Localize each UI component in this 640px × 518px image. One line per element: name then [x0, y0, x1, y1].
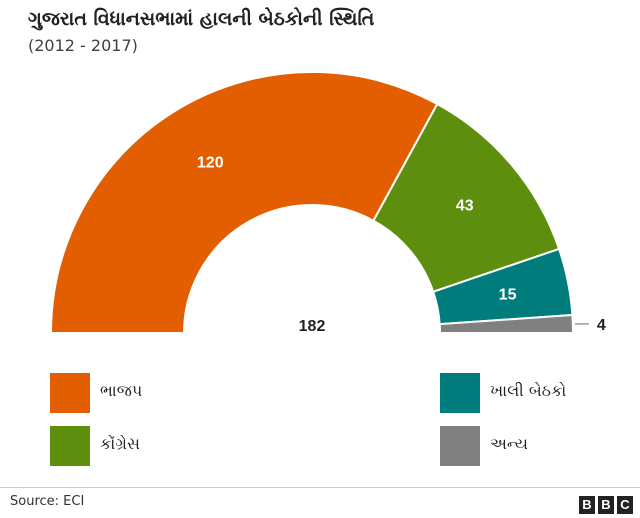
bbc-logo: B B C [579, 496, 633, 514]
legend-swatch-bjp [50, 373, 90, 413]
legend-label-vacant: ખાલી બેઠકો [490, 381, 567, 400]
slice-bjp [49, 71, 439, 334]
legend-swatch-others [440, 426, 480, 466]
chart-subtitle: (2012 - 2017) [28, 36, 138, 55]
total-seats-label: 182 [299, 318, 326, 335]
legend-swatch-vacant [440, 373, 480, 413]
legend-label-congress: કોંગ્રેસ [100, 434, 140, 453]
bbc-logo-letter-1: B [579, 496, 595, 514]
footer-divider [0, 487, 640, 488]
bbc-logo-letter-3: C [617, 496, 633, 514]
legend-label-bjp: ભાજપ [100, 381, 143, 400]
data-label-vacant: 15 [499, 287, 517, 304]
half-donut-chart: 120 43 15 4 182 [49, 71, 606, 335]
bbc-logo-letter-2: B [598, 496, 614, 514]
legend-swatch-congress [50, 426, 90, 466]
data-label-others: 4 [597, 317, 606, 334]
data-label-congress: 43 [456, 198, 474, 215]
data-label-bjp: 120 [197, 154, 224, 171]
slice-others [438, 313, 575, 334]
chart-title: ગુજરાત વિધાનસભામાં હાલની બેઠકોની સ્થિતિ [28, 8, 375, 30]
source-note: Source: ECI [10, 494, 85, 509]
legend-label-others: અન્ય [490, 434, 529, 453]
